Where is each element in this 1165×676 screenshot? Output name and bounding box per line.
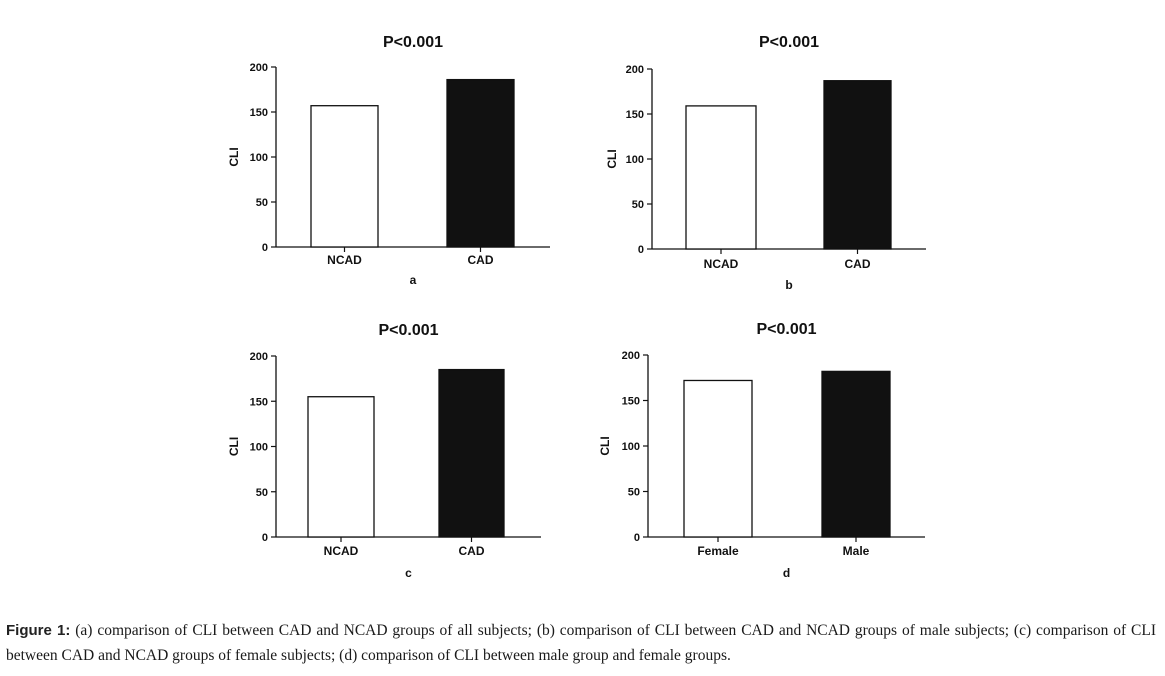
chart-4-panel-label: d — [783, 566, 790, 580]
chart-2-bar-cad — [823, 80, 892, 250]
chart-2-category-label: CAD — [845, 257, 871, 271]
chart-4-bar-male — [821, 370, 891, 538]
chart-3-category-label: CAD — [459, 544, 485, 558]
chart-3-y-tick-label: 200 — [250, 351, 268, 363]
chart-1-bar-cad — [446, 78, 515, 248]
chart-3-bar-ncad — [307, 396, 375, 538]
chart-4-y-tick-label: 0 — [634, 532, 640, 544]
chart-2-y-axis-label: CLI — [605, 149, 619, 168]
chart-2-y-tick-label: 0 — [638, 244, 644, 256]
chart-3-bar-cad — [438, 368, 505, 538]
caption-label: Figure 1: — [6, 622, 71, 639]
chart-3-y-tick-label: 50 — [256, 487, 268, 499]
chart-2-y-tick-label: 200 — [626, 64, 644, 76]
chart-1-y-tick-label: 150 — [250, 107, 268, 119]
chart-1-y-tick-label: 200 — [250, 62, 268, 74]
figure-charts: P<0.001 0 50 100 150 200 CLI NCAD CAD a P<0.001 0 50… — [227, 34, 926, 580]
chart-4-y-axis-label: CLI — [598, 436, 612, 455]
chart-2-bar-ncad — [685, 105, 757, 250]
chart-1-bar-ncad — [310, 105, 379, 248]
chart-1-y-axis-label: CLI — [227, 147, 241, 166]
chart-4-y-tick-label: 200 — [622, 350, 640, 362]
chart-3-y-axis-label: CLI — [227, 437, 241, 456]
chart-4-bar-female — [683, 379, 753, 538]
chart-1-category-label: CAD — [468, 253, 494, 267]
chart-2-category-label: NCAD — [704, 257, 739, 271]
chart-2-y-tick-label: 100 — [626, 154, 644, 166]
chart-3-panel-label: c — [405, 566, 412, 580]
chart-3-y-tick-label: 150 — [250, 396, 268, 408]
chart-1-y-tick-label: 100 — [250, 152, 268, 164]
figure-caption: Figure 1: (a) comparison of CLI between … — [6, 618, 1156, 668]
chart-3-category-label: NCAD — [324, 544, 359, 558]
chart-1-y-tick-label: 0 — [262, 242, 268, 254]
chart-3-title: P<0.001 — [378, 322, 438, 339]
chart-1-y-tick-label: 50 — [256, 197, 268, 209]
chart-4-y-tick-label: 100 — [622, 441, 640, 453]
chart-1-panel-label: a — [410, 273, 417, 287]
chart-4-y-tick-label: 150 — [622, 396, 640, 408]
caption-text: (a) comparison of CLI between CAD and NC… — [6, 622, 1156, 664]
chart-2-y-tick-label: 50 — [632, 199, 644, 211]
chart-2-panel-label: b — [785, 278, 792, 292]
chart-2-y-tick-label: 150 — [626, 109, 644, 121]
chart-4-category-label: Female — [697, 544, 739, 558]
chart-3-y-tick-label: 100 — [250, 442, 268, 454]
chart-4-title: P<0.001 — [756, 321, 816, 338]
chart-4-category-label: Male — [843, 544, 870, 558]
chart-4-y-tick-label: 50 — [628, 487, 640, 499]
chart-3-y-tick-label: 0 — [262, 532, 268, 544]
chart-1-category-label: NCAD — [327, 253, 362, 267]
chart-1-title: P<0.001 — [383, 34, 443, 51]
chart-2-title: P<0.001 — [759, 34, 819, 51]
